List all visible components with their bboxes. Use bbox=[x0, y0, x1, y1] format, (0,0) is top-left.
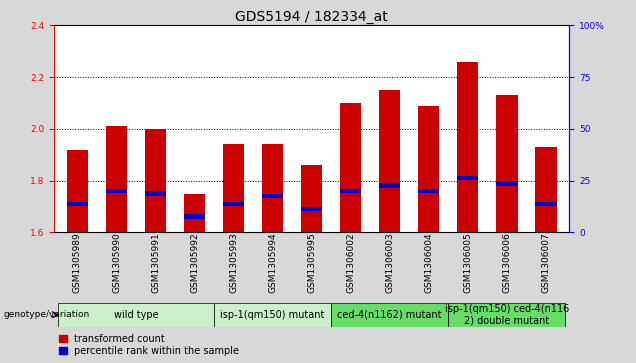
Bar bbox=[301, 165, 322, 232]
Bar bbox=[535, 147, 556, 232]
Text: GSM1306006: GSM1306006 bbox=[502, 232, 511, 293]
Bar bbox=[418, 189, 439, 193]
Text: GSM1306003: GSM1306003 bbox=[385, 232, 394, 293]
Bar bbox=[331, 303, 448, 327]
Title: GDS5194 / 182334_at: GDS5194 / 182334_at bbox=[235, 11, 388, 24]
Bar bbox=[106, 126, 127, 232]
Text: GSM1306002: GSM1306002 bbox=[346, 232, 355, 293]
Bar bbox=[184, 215, 205, 219]
Text: GSM1305994: GSM1305994 bbox=[268, 232, 277, 293]
Bar bbox=[223, 144, 244, 232]
Bar bbox=[379, 90, 401, 232]
Bar bbox=[301, 207, 322, 211]
Text: GSM1305995: GSM1305995 bbox=[307, 232, 316, 293]
Bar bbox=[145, 191, 166, 196]
Text: GSM1306005: GSM1306005 bbox=[463, 232, 473, 293]
Bar bbox=[58, 303, 214, 327]
Bar bbox=[379, 183, 401, 188]
Text: genotype/variation: genotype/variation bbox=[3, 310, 90, 319]
Text: GSM1305992: GSM1305992 bbox=[190, 232, 199, 293]
Bar bbox=[448, 303, 565, 327]
Bar bbox=[262, 194, 284, 199]
Text: GSM1306004: GSM1306004 bbox=[424, 232, 433, 293]
Bar bbox=[457, 62, 478, 232]
Text: GSM1305993: GSM1305993 bbox=[229, 232, 238, 293]
Text: wild type: wild type bbox=[114, 310, 158, 320]
Bar bbox=[457, 176, 478, 180]
Bar bbox=[67, 201, 88, 206]
Text: isp-1(qm150) mutant: isp-1(qm150) mutant bbox=[221, 310, 325, 320]
Text: ced-4(n1162) mutant: ced-4(n1162) mutant bbox=[338, 310, 442, 320]
Text: GSM1305991: GSM1305991 bbox=[151, 232, 160, 293]
Text: GSM1305990: GSM1305990 bbox=[112, 232, 121, 293]
Bar bbox=[535, 201, 556, 206]
Text: isp-1(qm150) ced-4(n116
2) double mutant: isp-1(qm150) ced-4(n116 2) double mutant bbox=[445, 304, 569, 326]
Bar bbox=[262, 144, 284, 232]
Text: GSM1305989: GSM1305989 bbox=[73, 232, 82, 293]
Bar bbox=[106, 189, 127, 193]
Bar bbox=[496, 95, 518, 232]
Bar bbox=[145, 129, 166, 232]
Text: GSM1306007: GSM1306007 bbox=[541, 232, 550, 293]
Bar bbox=[496, 181, 518, 185]
Bar bbox=[223, 201, 244, 206]
Bar bbox=[418, 106, 439, 232]
Bar bbox=[340, 103, 361, 232]
Legend: transformed count, percentile rank within the sample: transformed count, percentile rank withi… bbox=[59, 334, 240, 356]
Bar bbox=[184, 193, 205, 232]
Bar bbox=[214, 303, 331, 327]
Bar bbox=[340, 189, 361, 193]
Bar bbox=[67, 150, 88, 232]
